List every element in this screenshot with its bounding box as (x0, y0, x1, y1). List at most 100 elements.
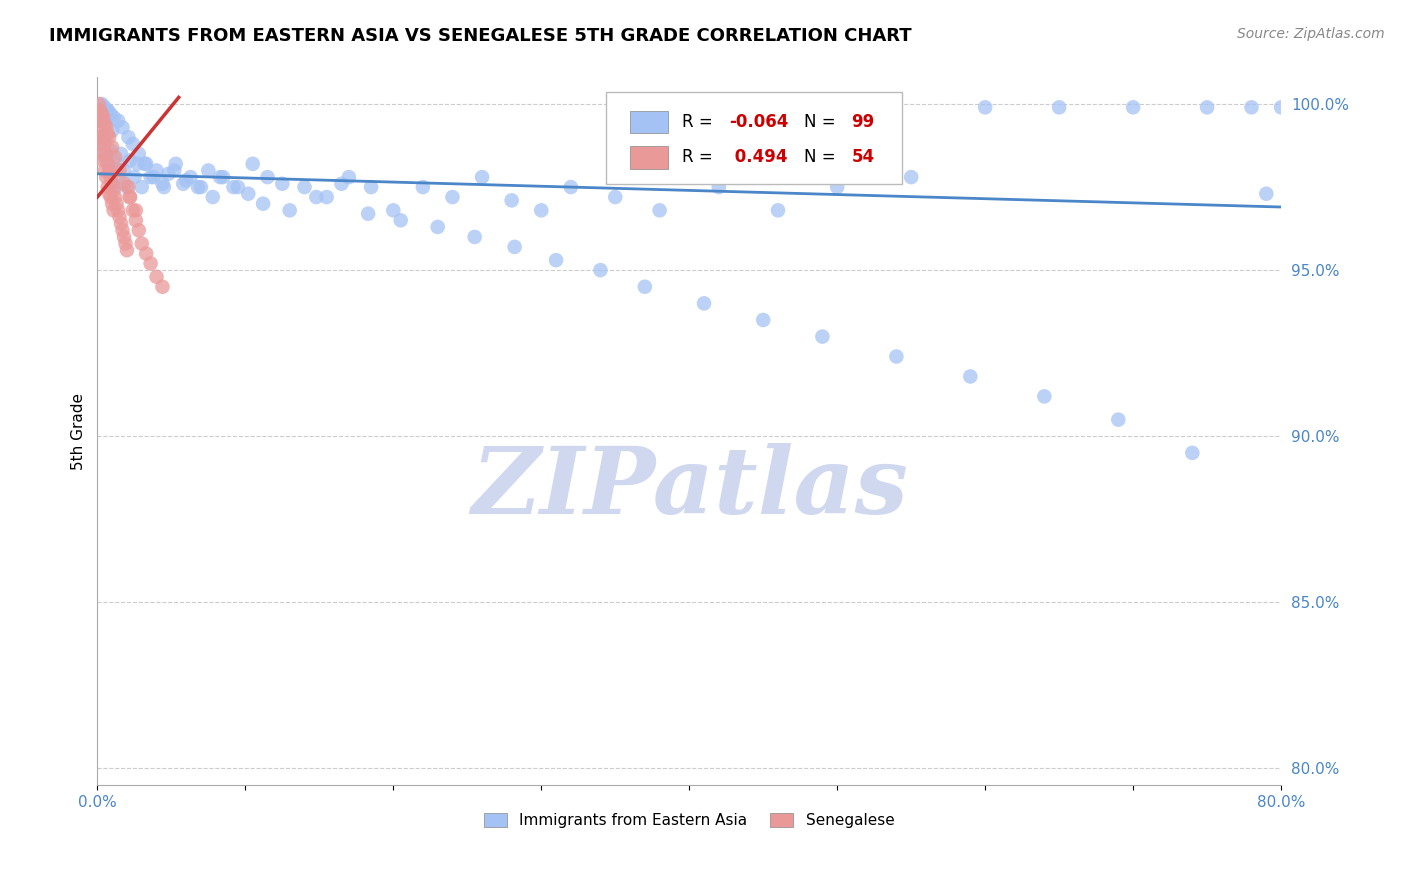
Point (278, 203, 301, 218)
Point (89, 136, 111, 151)
FancyBboxPatch shape (630, 111, 668, 133)
Point (101, 123, 124, 137)
Point (212, 170, 235, 185)
Point (180, 170, 202, 185)
Point (111, 223, 134, 237)
Point (98, 163, 121, 178)
Point (91, 111, 114, 125)
Point (226, 180, 249, 194)
Point (900, 170, 922, 185)
Point (117, 130, 139, 145)
FancyBboxPatch shape (606, 92, 903, 184)
Point (108, 210, 131, 224)
Point (89, 113, 111, 128)
Point (707, 180, 730, 194)
Point (305, 190, 328, 204)
Point (589, 263, 612, 277)
Point (101, 196, 124, 211)
Point (103, 183, 125, 197)
Point (103, 203, 125, 218)
Point (124, 170, 146, 185)
Point (471, 170, 494, 185)
Point (96, 170, 118, 185)
Point (91, 153, 114, 168)
Point (105, 196, 128, 211)
Point (128, 146, 150, 161)
Point (441, 190, 464, 204)
Point (294, 180, 316, 194)
Point (530, 203, 553, 218)
Point (107, 113, 129, 128)
Point (256, 170, 278, 185)
Point (825, 180, 848, 194)
Point (121, 136, 143, 151)
Y-axis label: 5th Grade: 5th Grade (72, 392, 86, 470)
Point (118, 153, 141, 168)
Point (98, 163, 121, 178)
Text: 0.494: 0.494 (730, 148, 787, 167)
Point (89, 103, 111, 118)
Point (174, 173, 197, 187)
Text: N =: N = (804, 148, 841, 167)
Point (125, 203, 148, 218)
Point (121, 203, 143, 218)
Point (91, 130, 114, 145)
Point (412, 180, 434, 194)
Point (648, 203, 671, 218)
Point (112, 177, 135, 191)
Text: -0.064: -0.064 (730, 113, 789, 131)
Point (112, 163, 135, 178)
Point (501, 194, 523, 208)
Point (1256, 186, 1278, 201)
Point (96, 146, 118, 161)
Point (766, 203, 789, 218)
Point (357, 207, 380, 221)
Point (103, 111, 125, 125)
Point (97, 180, 120, 194)
Point (111, 120, 134, 135)
Point (117, 180, 139, 194)
Point (96, 153, 118, 168)
Point (98, 186, 121, 201)
Point (315, 190, 337, 204)
Point (544, 253, 567, 268)
Point (96, 120, 118, 135)
Point (97, 157, 120, 171)
Point (238, 186, 260, 201)
Point (337, 170, 360, 185)
Point (112, 230, 135, 244)
Point (1107, 412, 1129, 426)
Point (464, 230, 486, 244)
Point (693, 296, 716, 310)
Point (131, 180, 153, 194)
Point (108, 163, 131, 178)
Point (360, 180, 382, 194)
Point (94, 163, 117, 178)
Point (114, 236, 136, 251)
Text: 54: 54 (852, 148, 875, 167)
Point (110, 217, 132, 231)
Legend: Immigrants from Eastern Asia, Senegalese: Immigrants from Eastern Asia, Senegalese (478, 806, 900, 834)
Text: R =: R = (682, 148, 718, 167)
Point (94, 117, 117, 131)
Point (100, 144, 122, 158)
Point (330, 177, 353, 191)
Point (115, 180, 138, 194)
Point (90, 136, 112, 151)
Text: R =: R = (682, 113, 718, 131)
Point (91, 113, 114, 128)
Point (389, 213, 412, 227)
Point (90, 146, 112, 161)
Point (271, 177, 294, 191)
Point (107, 203, 129, 218)
Point (187, 180, 209, 194)
Point (127, 157, 149, 171)
Point (1033, 389, 1056, 403)
Point (104, 150, 127, 164)
Text: IMMIGRANTS FROM EASTERN ASIA VS SENEGALESE 5TH GRADE CORRELATION CHART: IMMIGRANTS FROM EASTERN ASIA VS SENEGALE… (49, 27, 912, 45)
Point (1047, 100, 1070, 114)
Point (100, 190, 122, 204)
Point (101, 177, 124, 191)
Point (201, 190, 224, 204)
Point (103, 180, 125, 194)
